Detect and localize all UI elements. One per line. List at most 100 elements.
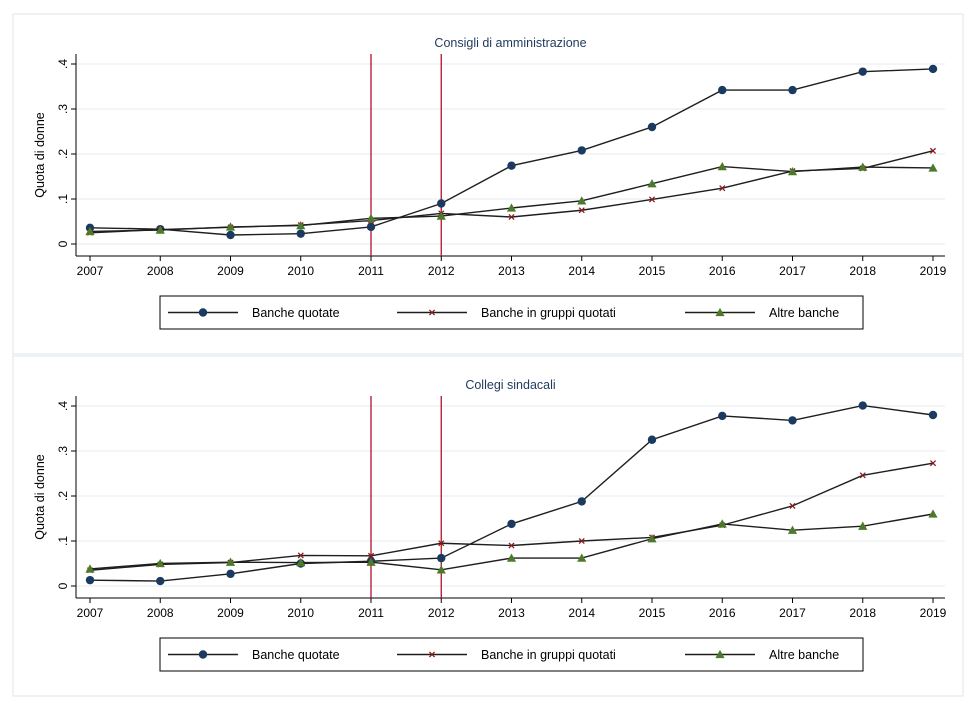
data-point: [437, 199, 446, 208]
data-point-stroke-b: [508, 542, 515, 549]
x-tick-label: 2016: [709, 606, 736, 620]
y-tick-label: .3: [56, 104, 70, 114]
x-tick-label: 2012: [428, 264, 455, 278]
data-point: [226, 569, 235, 579]
x-tick-label: 2012: [428, 606, 455, 620]
data-point: [787, 166, 798, 176]
data-point: [577, 196, 587, 205]
x-tick-label: 2009: [217, 264, 244, 278]
data-point: [647, 534, 657, 543]
y-tick-label: .4: [56, 401, 70, 411]
data-point: [367, 552, 375, 559]
data-point: [366, 222, 376, 232]
data-point: [648, 196, 656, 203]
x-tick-label: 2011: [358, 606, 384, 620]
legend-item-3: Altre banche: [685, 648, 839, 662]
legend-marker: [715, 649, 725, 659]
x-tick-label: 2011: [358, 264, 384, 278]
data-point: [85, 575, 95, 585]
data-point: [508, 213, 515, 221]
data-point: [155, 558, 165, 568]
legend-marker-stroke-b: [428, 651, 436, 658]
legend-item-2: Banche in gruppi quotati: [397, 306, 616, 320]
x-tick-label: 2008: [147, 264, 174, 278]
data-point-stroke-b: [929, 147, 937, 154]
x-tick-label: 2017: [779, 264, 806, 278]
data-point: [296, 220, 306, 230]
x-tick-label: 2017: [779, 606, 806, 620]
data-point-stroke-b: [438, 540, 445, 547]
data-point: [859, 472, 866, 479]
x-tick-label: 2009: [217, 606, 244, 620]
y-tick-label: 0: [56, 240, 70, 247]
legend-marker: [428, 651, 436, 658]
data-point-stroke-b: [578, 537, 585, 545]
x-tick-label: 2014: [568, 264, 595, 278]
data-point: [85, 564, 95, 573]
y-tick-label: .4: [56, 59, 70, 69]
data-point: [578, 207, 585, 214]
data-point-stroke-b: [578, 207, 585, 214]
y-tick-label: .1: [56, 194, 70, 204]
legend-label: Banche in gruppi quotati: [481, 648, 616, 662]
data-point: [156, 576, 165, 586]
data-point: [858, 521, 868, 530]
data-point: [718, 411, 727, 421]
panel-2: Collegi sindacali 0 .1 .2 .3 .4 Quota di donne…: [12, 355, 964, 697]
data-point-stroke-b: [367, 552, 375, 559]
series-1: [85, 64, 938, 240]
y-tick-label: .1: [56, 536, 70, 546]
data-point: [226, 230, 235, 240]
legend-label: Banche in gruppi quotati: [481, 306, 616, 320]
legend: Banche quotate Banche in gruppi quotati Al…: [159, 637, 864, 672]
data-point: [85, 226, 95, 236]
y-ticks: 0 .1 .2 .3 .4: [56, 401, 76, 589]
data-point: [858, 162, 868, 171]
data-point-stroke-b: [929, 460, 937, 467]
data-point: [717, 162, 727, 171]
x-tick-label: 2015: [639, 606, 666, 620]
data-point: [929, 147, 937, 154]
data-point-stroke-b: [719, 185, 726, 192]
x-tick-label: 2015: [639, 264, 666, 278]
y-tick-label: .2: [56, 491, 70, 501]
data-point: [297, 552, 304, 559]
legend-label: Altre banche: [769, 306, 839, 320]
data-point-stroke-b: [297, 552, 304, 559]
data-point: [506, 553, 517, 562]
data-point: [225, 557, 236, 566]
data-point: [577, 146, 586, 155]
gridlines: [76, 405, 945, 587]
legend-marker: [428, 309, 436, 316]
data-point: [719, 185, 726, 192]
x-tick-label: 2013: [498, 264, 525, 278]
data-point: [789, 502, 796, 509]
x-tick-label: 2008: [147, 606, 174, 620]
data-point: [647, 435, 657, 444]
data-point: [928, 64, 938, 74]
legend-box: [159, 295, 864, 330]
x-tick-label: 2018: [849, 606, 876, 620]
x-tick-label: 2016: [709, 264, 736, 278]
legend-marker: [715, 307, 725, 317]
data-point: [718, 85, 727, 95]
x-tick-label: 2010: [287, 264, 314, 278]
x-tick-label: 2014: [568, 606, 595, 620]
data-point: [647, 179, 657, 188]
data-point-stroke-b: [648, 196, 656, 203]
data-point: [508, 542, 515, 549]
x-tick-label: 2019: [920, 606, 947, 620]
data-point: [437, 553, 446, 563]
data-point: [928, 509, 938, 518]
x-ticks: 2007 2008 2009 2010 2011 2012 2013 2014 2015 2016…: [77, 256, 947, 278]
data-point: [928, 163, 938, 172]
data-point: [929, 460, 937, 467]
chart-title: Consigli di amministrazione: [434, 36, 586, 50]
y-ticks: 0 .1 .2 .3 .4: [56, 59, 76, 247]
data-point: [155, 225, 165, 234]
y-tick-label: .3: [56, 446, 70, 456]
data-point: [578, 537, 585, 545]
x-tick-label: 2010: [287, 606, 314, 620]
legend-label: Altre banche: [769, 648, 839, 662]
